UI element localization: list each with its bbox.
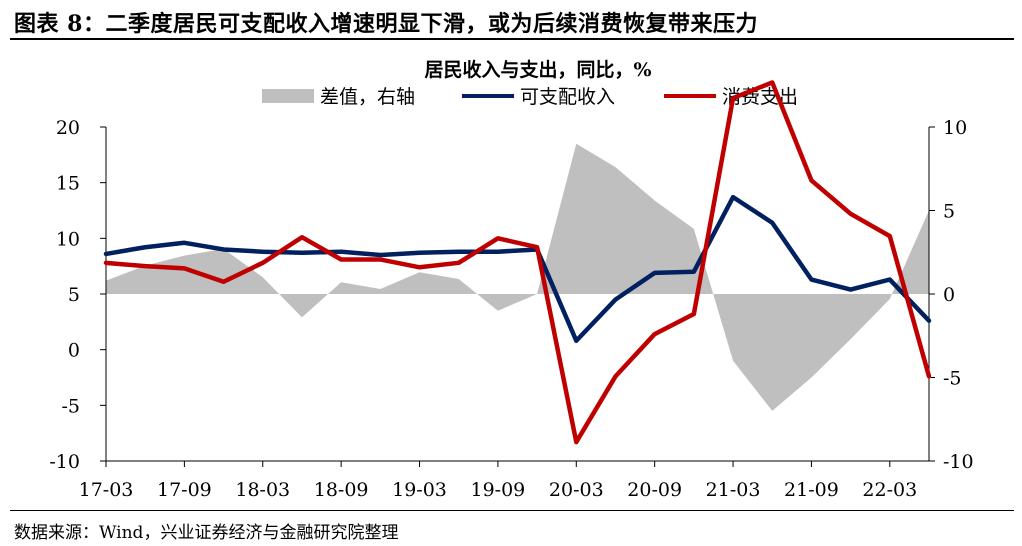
y-right-tick-label: 5 — [943, 201, 955, 223]
y-right-tick-label: 10 — [943, 117, 967, 139]
plot-area: -10 -5 0 5 10 15 20 -10 -5 0 5 10 17-03 17-09 18-03 18-… — [49, 80, 974, 501]
y-left-tick-label: 20 — [56, 117, 80, 139]
y-left-tick-label: 15 — [56, 173, 80, 195]
legend-swatch-diff — [262, 89, 314, 103]
figure-title: 图表 8：二季度居民可支配收入增速明显下滑，或为后续消费恢复带来压力 — [14, 11, 758, 37]
x-tick-label: 20-03 — [549, 479, 604, 501]
y-right-tick-label: -10 — [943, 451, 974, 473]
y-left-tick-label: 10 — [56, 228, 80, 250]
legend: 差值，右轴 可支配收入 消费支出 — [262, 86, 798, 108]
x-tick-label: 19-09 — [471, 479, 526, 501]
source-divider — [10, 510, 1014, 511]
x-tick-label: 21-03 — [706, 479, 761, 501]
x-tick-label: 21-09 — [784, 479, 839, 501]
series-line-income — [103, 194, 932, 344]
legend-label-income: 可支配收入 — [520, 86, 615, 108]
y-left-tick-label: -10 — [49, 451, 80, 473]
x-tick-label: 17-09 — [157, 479, 212, 501]
y-right-tick-label: -5 — [943, 368, 962, 390]
source-note: 数据来源：Wind，兴业证券经济与金融研究院整理 — [14, 523, 399, 543]
y-left-tick-label: 5 — [68, 284, 80, 306]
title-divider — [10, 38, 1014, 40]
x-tick-label: 19-03 — [392, 479, 447, 501]
y-left-tick-label: 0 — [68, 340, 80, 362]
x-tick-label: 18-03 — [235, 479, 290, 501]
x-tick-label: 18-09 — [314, 479, 369, 501]
x-tick-label: 17-03 — [79, 479, 134, 501]
x-tick-label: 22-03 — [862, 479, 917, 501]
x-tick-label: 20-09 — [627, 479, 682, 501]
series-line-consumption — [103, 80, 932, 445]
y-right-tick-label: 0 — [943, 284, 955, 306]
y-left-tick-label: -5 — [61, 395, 80, 417]
legend-label-diff: 差值，右轴 — [320, 86, 415, 108]
chart-title: 居民收入与支出，同比，% — [424, 58, 651, 81]
